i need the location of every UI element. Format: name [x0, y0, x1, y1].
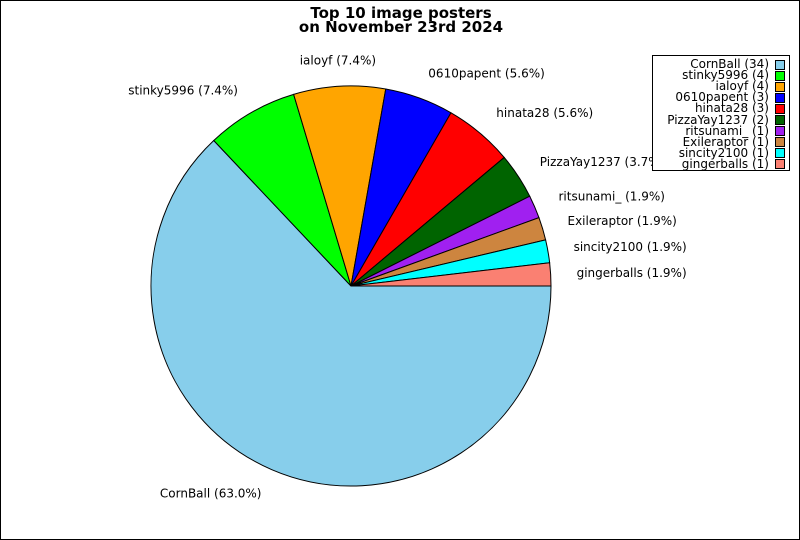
legend-item-ialoyf: ialoyf (4)	[653, 79, 785, 94]
legend-label: ritsunami_ (1)	[685, 123, 769, 138]
legend-item-gingerballs: gingerballs (1)	[653, 156, 785, 171]
pie-slices	[150, 85, 552, 487]
legend-item-exileraptor: Exileraptor (1)	[653, 134, 785, 149]
pie-label-hinata28: hinata28 (5.6%)	[496, 106, 593, 120]
legend-swatch	[775, 126, 785, 137]
legend-label: Exileraptor (1)	[682, 134, 769, 149]
legend-item-0610papent: 0610papent (3)	[653, 90, 785, 105]
pie-label-ritsunami: ritsunami_ (1.9%)	[559, 190, 665, 204]
legend-label: PizzaYay1237 (2)	[667, 112, 769, 127]
legend-swatch	[775, 103, 785, 114]
legend-label: CornBall (34)	[690, 57, 769, 72]
legend-item-stinky5996: stinky5996 (4)	[653, 68, 785, 83]
legend-item-cornball: CornBall (34)	[653, 57, 785, 72]
legend-item-ritsunami: ritsunami_ (1)	[653, 123, 785, 138]
legend-item-hinata28: hinata28 (3)	[653, 101, 785, 116]
pie-label-sincity2100: sincity2100 (1.9%)	[574, 240, 687, 254]
legend-label: ialoyf (4)	[715, 79, 769, 94]
legend: CornBall (34) stinky5996 (4) ialoyf (4) 061…	[652, 55, 790, 171]
legend-label: gingerballs (1)	[681, 156, 769, 171]
legend-swatch	[775, 137, 785, 148]
legend-swatch	[775, 148, 785, 159]
legend-swatch	[775, 70, 785, 81]
legend-swatch	[775, 81, 785, 92]
pie-label-gingerballs: gingerballs (1.9%)	[577, 266, 687, 280]
pie-label-exileraptor: Exileraptor (1.9%)	[568, 214, 677, 228]
legend-label: stinky5996 (4)	[682, 68, 769, 83]
legend-label: hinata28 (3)	[694, 101, 769, 116]
legend-item-sincity2100: sincity2100 (1)	[653, 145, 785, 160]
legend-swatch	[775, 115, 785, 126]
pie-label-0610papent: 0610papent (5.6%)	[428, 67, 544, 81]
chart-title-line-2: on November 23rd 2024	[299, 18, 503, 36]
pie-label-ialoyf: ialoyf (7.4%)	[300, 53, 376, 67]
pie-slice-gingerballs	[350, 262, 552, 287]
legend-swatch	[775, 59, 785, 70]
pie-label-cornball: CornBall (63.0%)	[160, 487, 262, 501]
legend-swatch	[775, 159, 785, 170]
pie-slice-cornball	[150, 139, 552, 487]
legend-item-pizzayay1237: PizzaYay1237 (2)	[653, 112, 785, 127]
pie-label-stinky5996: stinky5996 (7.4%)	[128, 83, 238, 97]
legend-swatch	[775, 92, 785, 103]
pie-label-pizzayay1237: PizzaYay1237 (3.7%)	[540, 155, 665, 169]
legend-label: 0610papent (3)	[675, 90, 769, 105]
legend-label: sincity2100 (1)	[678, 145, 769, 160]
chart-title-line-1: Top 10 image posters	[310, 4, 491, 22]
pie-labels: CornBall (63.0%) stinky5996 (7.4%) ialoyf …	[128, 53, 686, 500]
